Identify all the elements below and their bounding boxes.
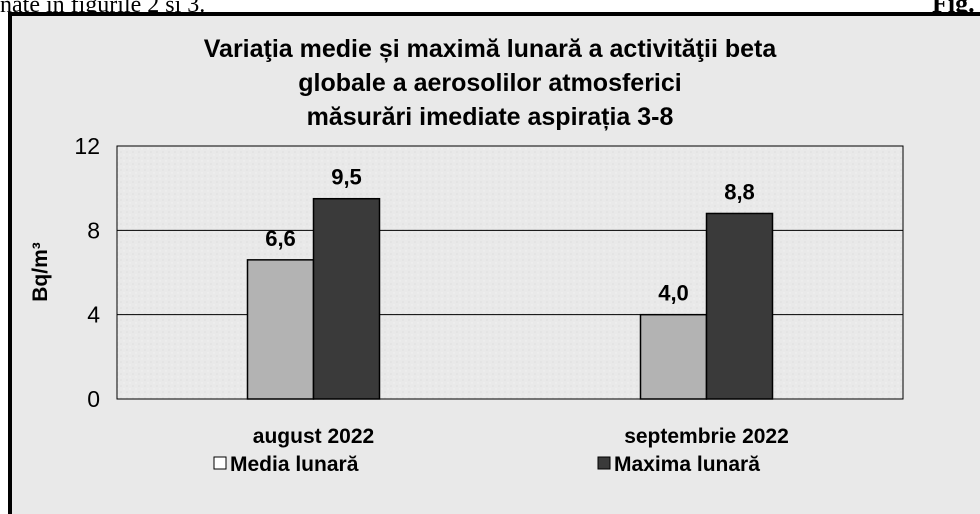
chart-title: globale a aerosolilor atmosferici — [298, 69, 681, 97]
y-tick-label: 8 — [87, 217, 100, 243]
y-axis-label: Bq/m³ — [29, 242, 52, 302]
legend-swatch — [213, 456, 227, 470]
plot-area — [117, 146, 903, 399]
data-label: 4,0 — [658, 281, 689, 306]
data-label: 8,8 — [724, 179, 755, 204]
y-tick-label: 0 — [87, 386, 100, 412]
legend-label: Media lunară — [230, 453, 359, 476]
plot-border — [116, 145, 904, 400]
bar — [705, 212, 774, 400]
y-tick-label: 12 — [74, 133, 100, 159]
chart-title: măsurări imediate aspirația 3-8 — [307, 103, 674, 131]
x-tick-label: august 2022 — [253, 425, 374, 448]
bar — [639, 313, 708, 400]
chart: Variaţia medie și maximă lunară a activi… — [29, 35, 904, 476]
data-label: 9,5 — [331, 165, 362, 190]
bar — [312, 197, 381, 400]
legend-label: Maxima lunară — [614, 453, 760, 476]
bar — [246, 259, 315, 400]
data-label: 6,6 — [265, 226, 296, 251]
y-tick-label: 4 — [87, 302, 100, 328]
legend-swatch — [597, 456, 611, 470]
x-tick-label: septembrie 2022 — [624, 425, 789, 448]
chart-title: Variaţia medie și maximă lunară a activi… — [204, 35, 778, 63]
